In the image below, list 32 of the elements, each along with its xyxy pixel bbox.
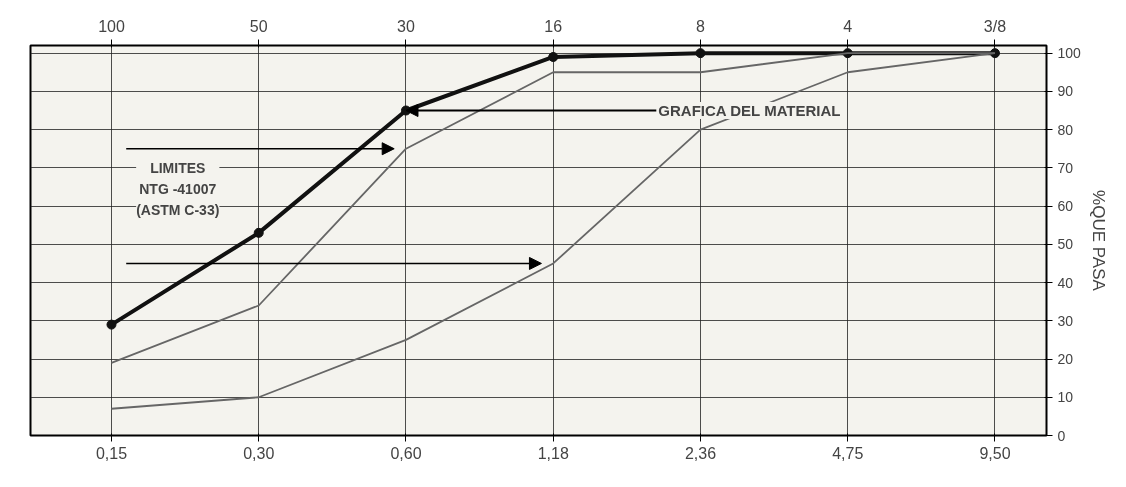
point bbox=[695, 48, 706, 59]
y-tick-label: 50 bbox=[1057, 236, 1074, 253]
text: 50 bbox=[249, 17, 268, 35]
text: 4 bbox=[843, 17, 853, 35]
x-tick-label: 1,18 bbox=[537, 444, 569, 462]
point bbox=[253, 227, 264, 238]
y-tick-label: 70 bbox=[1057, 159, 1074, 176]
y-tick-label: 90 bbox=[1057, 83, 1074, 100]
x-tick-label: 0,30 bbox=[243, 444, 275, 462]
y-tick-label: 60 bbox=[1057, 198, 1074, 215]
x-tick-label: 0,60 bbox=[390, 444, 422, 462]
point bbox=[106, 319, 117, 330]
x-tick-label: 4,75 bbox=[832, 444, 864, 462]
point bbox=[548, 51, 559, 62]
annotation: GRAFICA DEL MATERIAL bbox=[658, 102, 841, 119]
text: 3/8 bbox=[983, 17, 1007, 35]
x-tick-label: 2,36 bbox=[684, 444, 717, 462]
x-tick-label: 9,50 bbox=[979, 444, 1011, 462]
y-tick-label: 10 bbox=[1057, 389, 1074, 406]
annotation: LIMITES NTG -41007 (ASTM C-33) bbox=[136, 160, 220, 218]
text: 100 bbox=[98, 17, 125, 35]
x-tick-label: 0,15 bbox=[95, 444, 128, 462]
text: 16 bbox=[544, 17, 563, 35]
y-tick-label: 30 bbox=[1057, 312, 1074, 329]
y-tick-label: 20 bbox=[1057, 351, 1074, 368]
y-tick-label: 100 bbox=[1057, 45, 1082, 62]
text: 8 bbox=[696, 17, 706, 35]
y-tick-label: 40 bbox=[1057, 274, 1074, 291]
text: 30 bbox=[397, 17, 415, 35]
y-tick-label: 0 bbox=[1057, 427, 1066, 444]
y-tick-label: 80 bbox=[1057, 121, 1074, 138]
y-axis-title: %QUE PASA bbox=[1088, 190, 1108, 292]
